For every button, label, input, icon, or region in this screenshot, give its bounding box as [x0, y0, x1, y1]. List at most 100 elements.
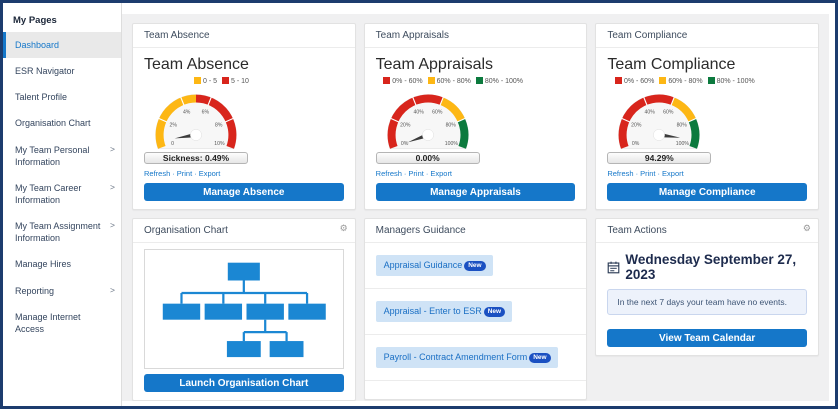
- guidance-link[interactable]: Appraisal Guidance New: [375, 255, 493, 276]
- legend-swatch: [194, 77, 202, 84]
- guidance-row: Payroll - Contract Amendment Form New: [364, 335, 587, 381]
- refresh-link[interactable]: Refresh: [144, 169, 171, 178]
- gauge-legend: 0% - 60% 60% - 80% 80% - 100%: [607, 77, 757, 87]
- separator: ·: [425, 169, 429, 178]
- card-header: Team Actions ⚙: [596, 219, 818, 243]
- gauge-value-label: 94.29%: [607, 152, 712, 164]
- svg-text:6%: 6%: [202, 109, 210, 115]
- card-header: Team Absence: [133, 24, 355, 48]
- print-link[interactable]: Print: [176, 169, 193, 178]
- portlet-actions: Refresh · Print · Export: [607, 169, 807, 178]
- sidebar-nav: Dashboard ESR Navigator Talent Profile Orga…: [3, 32, 121, 342]
- svg-text:0%: 0%: [632, 141, 640, 147]
- card-managers-guidance: Managers Guidance Appraisal Guidance New A…: [363, 218, 588, 400]
- chevron-right-icon: >: [110, 220, 115, 231]
- svg-text:80%: 80%: [677, 122, 688, 128]
- manage-compliance-button[interactable]: Manage Compliance: [607, 183, 807, 201]
- manage-absence-button[interactable]: Manage Absence: [144, 183, 344, 201]
- sidebar-item-label: Manage Hires: [15, 259, 72, 270]
- card-team-absence: Team Absence Team Absence 0 - 5 5 - 10 0 2…: [132, 23, 356, 210]
- sidebar-item-label: Organisation Chart: [15, 118, 91, 129]
- sidebar-item-dashboard[interactable]: Dashboard: [3, 32, 121, 59]
- launch-org-chart-button[interactable]: Launch Organisation Chart: [144, 374, 344, 392]
- card-team-actions: Team Actions ⚙ Wednesday Septem: [595, 218, 819, 356]
- svg-text:2%: 2%: [170, 122, 178, 128]
- svg-text:80%: 80%: [445, 122, 456, 128]
- sidebar-item-label: Talent Profile: [15, 92, 68, 103]
- org-chart-image: [144, 249, 344, 369]
- portlet-actions: Refresh · Print · Export: [144, 169, 344, 178]
- appraisals-gauge: 0% 20% 40% 60% 80% 100%: [376, 88, 576, 150]
- sidebar-item-label: Reporting: [15, 285, 55, 296]
- chevron-right-icon: >: [110, 143, 115, 154]
- guidance-row: Appraisal - Enter to ESR New: [364, 289, 587, 335]
- events-notice: In the next 7 days your team have no eve…: [607, 289, 807, 315]
- calendar-icon: [607, 261, 620, 273]
- svg-text:100%: 100%: [444, 141, 458, 147]
- export-link[interactable]: Export: [430, 169, 453, 178]
- sidebar-item-label: My Team Career Information: [15, 182, 82, 205]
- sidebar-item-esr-navigator[interactable]: ESR Navigator: [3, 58, 121, 84]
- guidance-link[interactable]: Payroll - Contract Amendment Form New: [375, 347, 558, 368]
- svg-text:100%: 100%: [676, 141, 690, 147]
- gear-icon[interactable]: ⚙: [802, 223, 811, 233]
- chevron-right-icon: >: [110, 181, 115, 192]
- legend-swatch: [659, 77, 667, 84]
- svg-text:20%: 20%: [631, 122, 642, 128]
- legend-swatch: [707, 77, 715, 84]
- new-badge: New: [529, 353, 551, 363]
- legend-swatch: [475, 77, 483, 84]
- legend-label: 80% - 100%: [484, 78, 524, 85]
- manage-appraisals-button[interactable]: Manage Appraisals: [375, 183, 576, 201]
- sidebar-item-manage-hires[interactable]: Manage Hires: [3, 251, 121, 277]
- refresh-link[interactable]: Refresh: [375, 169, 402, 178]
- separator: ·: [635, 169, 639, 178]
- card-header: Managers Guidance: [364, 219, 587, 243]
- sidebar-item-my-team-personal-information[interactable]: My Team Personal Information >: [3, 137, 121, 175]
- svg-text:60%: 60%: [432, 109, 443, 115]
- sidebar-title: My Pages: [13, 15, 57, 26]
- separator: ·: [172, 169, 175, 178]
- gear-icon[interactable]: ⚙: [339, 223, 348, 233]
- org-chart-diagram: [162, 262, 326, 358]
- gauge-legend: 0 - 5 5 - 10: [144, 77, 294, 87]
- svg-text:0: 0: [171, 141, 174, 147]
- export-link[interactable]: Export: [198, 169, 221, 178]
- guidance-row: Appraisal Guidance New: [364, 243, 587, 289]
- sidebar-item-label: My Team Personal Information: [15, 144, 90, 167]
- legend-label: 0% - 60%: [392, 78, 423, 85]
- gauge-value-label: 0.00%: [375, 152, 480, 164]
- legend-label: 0% - 60%: [623, 78, 655, 85]
- sidebar-item-my-team-assignment-information[interactable]: My Team Assignment Information >: [3, 213, 121, 251]
- export-link[interactable]: Export: [662, 169, 684, 178]
- svg-text:40%: 40%: [413, 109, 424, 115]
- absence-gauge: 0 2% 4% 6% 8% 10%: [144, 88, 344, 150]
- card-team-appraisals: Team Appraisals Team Appraisals 0% - 60%…: [363, 23, 588, 210]
- view-team-calendar-button[interactable]: View Team Calendar: [607, 329, 807, 347]
- card-header: Team Compliance: [596, 24, 818, 48]
- card-header: Team Appraisals: [364, 24, 587, 48]
- sidebar-item-talent-profile[interactable]: Talent Profile: [3, 84, 121, 110]
- compliance-gauge: 0% 20% 40% 60% 80% 100%: [607, 88, 807, 150]
- sidebar-item-my-team-career-information[interactable]: My Team Career Information >: [3, 175, 121, 213]
- legend-label: 0 - 5: [203, 78, 218, 85]
- sidebar-item-reporting[interactable]: Reporting >: [3, 278, 121, 304]
- gauge-legend: 0% - 60% 60% - 80% 80% - 100%: [376, 77, 526, 87]
- sidebar-item-manage-internet-access[interactable]: Manage Internet Access: [3, 304, 121, 342]
- print-link[interactable]: Print: [640, 169, 656, 178]
- dashboard-panel: Team Absence Team Absence 0 - 5 5 - 10 0 2…: [122, 14, 829, 401]
- svg-text:0%: 0%: [401, 141, 409, 147]
- portlet-title: Team Compliance: [607, 56, 736, 73]
- legend-label: 60% - 80%: [436, 78, 471, 85]
- date-row: Wednesday September 27, 2023: [607, 252, 807, 282]
- legend-label: 60% - 80%: [668, 78, 703, 85]
- sidebar: My Pages Dashboard ESR Navigator Talent Pr…: [3, 3, 122, 406]
- gauge-value-label: Sickness: 0.49%: [144, 152, 248, 164]
- separator: ·: [657, 169, 661, 178]
- sidebar-item-organisation-chart[interactable]: Organisation Chart: [3, 110, 121, 136]
- refresh-link[interactable]: Refresh: [607, 169, 634, 178]
- legend-swatch: [614, 77, 622, 84]
- print-link[interactable]: Print: [408, 169, 424, 178]
- guidance-link[interactable]: Appraisal - Enter to ESR New: [375, 301, 513, 322]
- sidebar-item-label: Manage Internet Access: [15, 311, 81, 334]
